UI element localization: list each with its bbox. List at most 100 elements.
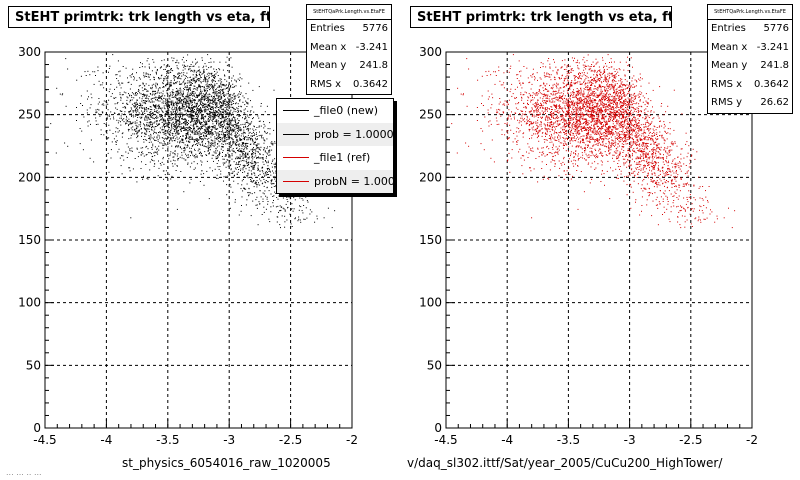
data-point bbox=[258, 120, 260, 122]
data-point bbox=[135, 103, 137, 105]
data-point bbox=[599, 121, 601, 123]
data-point bbox=[98, 109, 100, 111]
data-point bbox=[216, 83, 218, 85]
data-point bbox=[668, 190, 670, 192]
data-point bbox=[202, 98, 204, 100]
data-point bbox=[174, 140, 176, 142]
data-point bbox=[630, 87, 632, 89]
data-point bbox=[200, 137, 201, 139]
data-point bbox=[183, 125, 185, 127]
data-point bbox=[676, 206, 678, 208]
data-point bbox=[164, 126, 166, 127]
data-point bbox=[199, 102, 201, 104]
data-point bbox=[197, 70, 199, 71]
data-point bbox=[617, 104, 619, 106]
data-point bbox=[648, 158, 650, 160]
data-point bbox=[225, 154, 227, 156]
data-point bbox=[228, 104, 230, 106]
data-point bbox=[274, 166, 276, 167]
data-point bbox=[155, 72, 157, 74]
data-point bbox=[154, 121, 156, 123]
data-point bbox=[201, 73, 203, 75]
data-point bbox=[173, 79, 175, 81]
data-point bbox=[169, 95, 171, 97]
data-point bbox=[152, 104, 154, 106]
data-point bbox=[230, 164, 232, 166]
data-point bbox=[201, 122, 203, 123]
data-point bbox=[186, 72, 188, 74]
data-point bbox=[182, 96, 184, 98]
data-point bbox=[273, 200, 274, 201]
data-point bbox=[177, 158, 179, 160]
data-point bbox=[198, 109, 200, 111]
data-point bbox=[189, 182, 191, 184]
data-point bbox=[172, 133, 174, 135]
data-point bbox=[250, 122, 252, 124]
data-point bbox=[202, 97, 204, 98]
data-point bbox=[230, 165, 231, 167]
data-point bbox=[165, 129, 167, 131]
data-point bbox=[213, 85, 215, 87]
data-point bbox=[122, 103, 124, 104]
data-point bbox=[177, 138, 179, 140]
data-point bbox=[585, 96, 587, 98]
data-point bbox=[134, 93, 136, 95]
data-point bbox=[183, 151, 185, 153]
data-point bbox=[203, 87, 205, 89]
data-point bbox=[218, 100, 220, 102]
data-point bbox=[169, 105, 170, 107]
data-point bbox=[214, 103, 216, 105]
data-point bbox=[185, 104, 187, 106]
data-point bbox=[208, 126, 209, 128]
data-point bbox=[525, 111, 527, 113]
data-point bbox=[194, 100, 196, 102]
data-point bbox=[263, 206, 265, 208]
data-point bbox=[199, 110, 201, 112]
data-point bbox=[175, 98, 177, 100]
data-point bbox=[209, 116, 211, 118]
data-point bbox=[213, 77, 215, 78]
legend-entry: probN = 1.000000 bbox=[277, 169, 393, 193]
data-point bbox=[203, 69, 205, 71]
data-point bbox=[153, 76, 155, 78]
data-point bbox=[177, 127, 179, 129]
data-point bbox=[236, 148, 237, 149]
y-tick-label: 300 bbox=[18, 45, 41, 59]
data-point bbox=[198, 70, 200, 72]
data-point bbox=[226, 87, 228, 88]
data-point bbox=[248, 194, 250, 196]
data-point bbox=[611, 96, 613, 98]
data-point bbox=[220, 86, 222, 88]
data-point bbox=[638, 135, 639, 137]
data-point bbox=[612, 79, 614, 81]
data-point bbox=[171, 118, 173, 120]
data-point bbox=[192, 114, 194, 116]
data-point bbox=[119, 117, 121, 119]
data-point bbox=[233, 108, 234, 110]
data-point bbox=[162, 86, 164, 88]
data-point bbox=[188, 126, 190, 128]
data-point bbox=[136, 137, 138, 139]
data-point bbox=[565, 101, 567, 103]
data-point bbox=[177, 72, 179, 74]
data-point bbox=[164, 120, 166, 122]
data-point bbox=[227, 131, 229, 133]
data-point bbox=[529, 110, 531, 112]
data-point bbox=[116, 103, 118, 105]
data-point bbox=[234, 118, 236, 120]
data-point bbox=[184, 147, 186, 149]
data-point bbox=[196, 140, 198, 142]
data-point bbox=[237, 157, 239, 159]
data-point bbox=[196, 143, 197, 145]
data-point bbox=[235, 122, 237, 124]
data-point bbox=[138, 129, 140, 131]
data-point bbox=[262, 198, 264, 200]
data-point bbox=[654, 161, 656, 162]
data-point bbox=[221, 113, 222, 115]
data-point bbox=[154, 90, 156, 92]
data-point bbox=[267, 168, 269, 170]
data-point bbox=[226, 120, 228, 122]
data-point bbox=[123, 118, 125, 120]
data-point bbox=[208, 86, 209, 88]
data-point bbox=[190, 136, 192, 138]
